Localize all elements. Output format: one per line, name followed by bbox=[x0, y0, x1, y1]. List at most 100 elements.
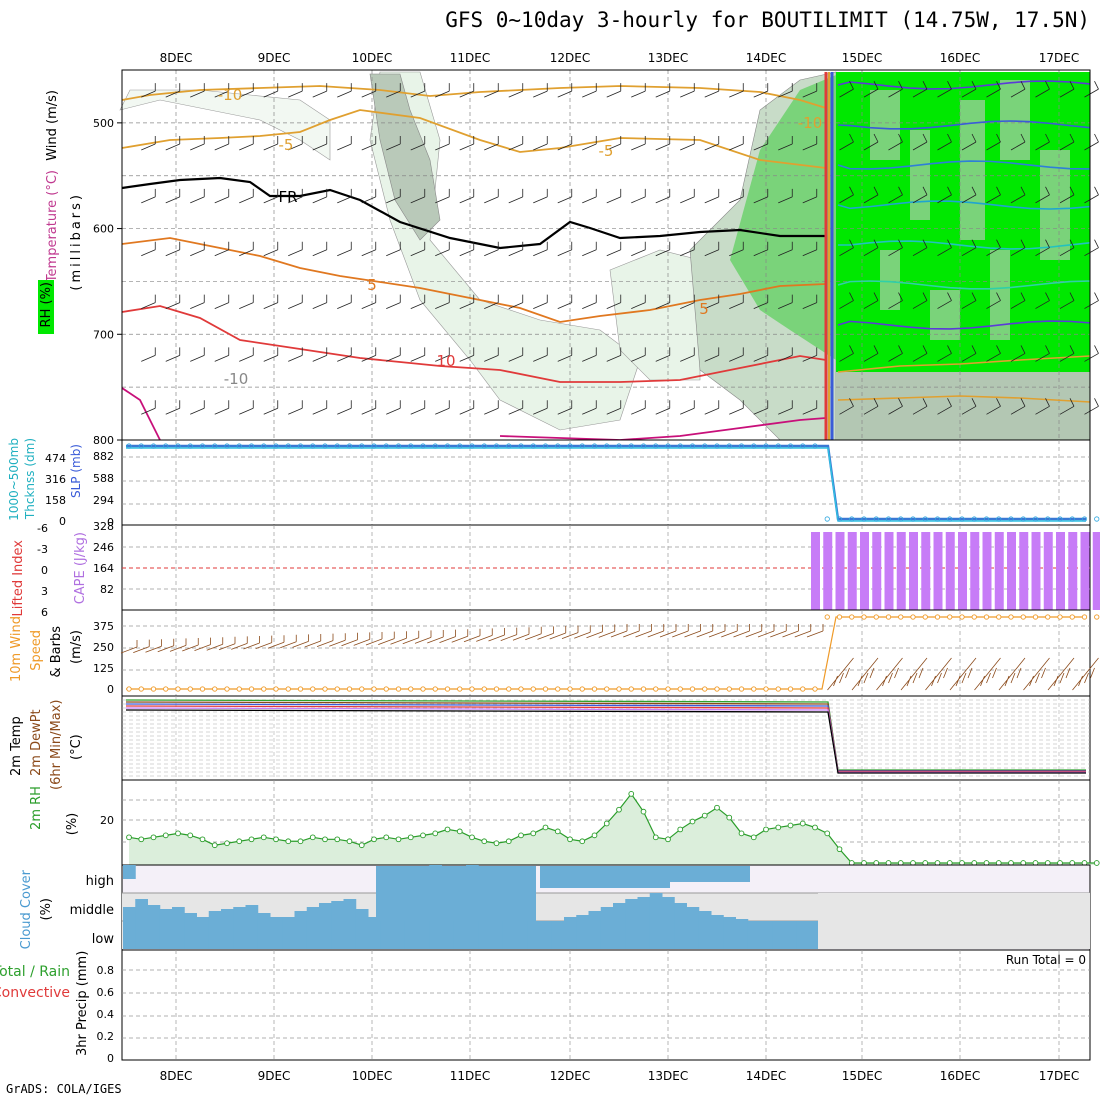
wind-speed-marker-63 bbox=[898, 614, 904, 620]
wind-barb-post-r0-s64 bbox=[912, 80, 928, 98]
wind10m-barb-9 bbox=[231, 636, 248, 650]
rh2m-point-32 bbox=[518, 832, 524, 839]
wind-barb-r6-s25 bbox=[435, 400, 450, 415]
cloud-low-12 bbox=[270, 921, 283, 949]
wind-barb-r5-s5 bbox=[190, 347, 205, 362]
wind10m-barb-24 bbox=[414, 630, 432, 644]
slp-marker-59 bbox=[849, 516, 855, 522]
wind-barb-r0-s5 bbox=[190, 83, 205, 98]
rh2m-point-53 bbox=[775, 824, 782, 831]
wind-barb-r4-s45 bbox=[680, 294, 695, 309]
wind-barb-r1-s13 bbox=[288, 136, 303, 151]
wind10m-barb-2 bbox=[145, 639, 162, 653]
wind-barb-post-r5-s58 bbox=[839, 345, 854, 362]
slp-marker-39 bbox=[604, 443, 610, 449]
wind-barb-post-r6-s64 bbox=[912, 398, 928, 415]
wind-barb-r4-s47 bbox=[704, 294, 720, 309]
cloud-low-46 bbox=[686, 921, 700, 949]
wind-barb-post-r2-s72 bbox=[1010, 186, 1026, 204]
rh2m-point-21 bbox=[383, 834, 390, 841]
cape-bar-65 bbox=[921, 532, 931, 610]
rh-contour-pre-front-moist bbox=[730, 75, 836, 360]
cloud-low-26 bbox=[441, 921, 455, 949]
wind-barb-post-r3-s70 bbox=[986, 239, 1001, 257]
wind-barb-r3-s25 bbox=[435, 241, 450, 257]
wind-barb-r4-s53 bbox=[778, 294, 793, 309]
wind10m-barb-post-72 bbox=[998, 657, 1026, 691]
wind10m-barb-49 bbox=[721, 624, 738, 638]
wind10m-barb-47 bbox=[696, 624, 714, 638]
xtick-top-14DEC: 14DEC bbox=[746, 51, 786, 65]
wind-speed-marker-4 bbox=[175, 686, 181, 692]
wind-barb-post-r6-s58 bbox=[839, 398, 854, 415]
rh2m-point-31 bbox=[505, 838, 512, 845]
cloud-mid-15 bbox=[306, 907, 320, 921]
cloud-mid-18 bbox=[343, 899, 357, 921]
slp-marker-42 bbox=[640, 443, 647, 449]
slp-marker-61 bbox=[873, 516, 879, 522]
wind-speed-marker-7 bbox=[212, 686, 218, 692]
wind-barb-post-r4-s68 bbox=[961, 292, 977, 309]
cloud-mid-38 bbox=[588, 911, 602, 921]
cape-bar-56 bbox=[811, 532, 820, 610]
wind10m-barb-18 bbox=[341, 632, 358, 647]
cape-bar-69 bbox=[970, 532, 980, 610]
wind-barb-r5-s51 bbox=[753, 347, 769, 362]
wind-speed-marker-69 bbox=[971, 614, 977, 620]
ytick-thick-left-158: 158 bbox=[45, 494, 66, 507]
grads-credit: GrADS: COLA/IGES bbox=[6, 1082, 122, 1096]
wind-barb-post-r2-s60 bbox=[863, 186, 879, 204]
isotherm-plus5 bbox=[121, 237, 827, 323]
wind-barb-r4-s17 bbox=[337, 294, 352, 309]
wind-barb-r3-s47 bbox=[704, 241, 720, 257]
wind-barb-post-r5-s74 bbox=[1035, 345, 1050, 362]
cloud-low-0 bbox=[123, 921, 136, 949]
slp-marker-54 bbox=[787, 443, 794, 449]
wind-barb-r6-s33 bbox=[533, 400, 548, 415]
slp-marker-3 bbox=[163, 443, 169, 449]
cloud-mid-2 bbox=[147, 905, 161, 921]
ytick-label-upper-500: 500 bbox=[93, 117, 114, 130]
wind-barb-post-r0-s74 bbox=[1035, 80, 1050, 98]
rh2m-point-35 bbox=[554, 828, 561, 835]
cape-bar-72 bbox=[1007, 532, 1016, 610]
rh2m-point-15 bbox=[309, 834, 316, 841]
wind-barb-r2-s33 bbox=[533, 188, 548, 204]
wind-barb-r6-s9 bbox=[239, 400, 254, 415]
rh2m-point-4 bbox=[175, 830, 181, 837]
ytick-li-3: 3 bbox=[41, 585, 48, 598]
xtick-top-12DEC: 12DEC bbox=[550, 51, 590, 65]
ylabel-cloud-2: (%) bbox=[39, 898, 54, 921]
cloud-mid-39 bbox=[600, 907, 614, 921]
wind-speed-marker-27 bbox=[457, 686, 463, 692]
isotherm-post-4 bbox=[837, 240, 1091, 250]
wind10m-barb-19 bbox=[353, 632, 371, 646]
cloud-post-gray bbox=[818, 893, 1090, 949]
cloud-low-8 bbox=[221, 921, 234, 949]
cloud-low-4 bbox=[172, 921, 185, 949]
wind-barb-r1-s35 bbox=[557, 136, 573, 151]
wind-barb-post-r3-s72 bbox=[1010, 239, 1026, 257]
cloud-mid-48 bbox=[711, 915, 724, 921]
wind-speed-marker-75 bbox=[1045, 614, 1051, 620]
cape-bar-75 bbox=[1043, 532, 1053, 610]
cape-bar-71 bbox=[994, 532, 1004, 610]
cloud-low-27 bbox=[453, 921, 467, 949]
wind-barb-r4-s49 bbox=[729, 294, 744, 309]
wind-barb-post-r1-s74 bbox=[1035, 133, 1050, 151]
wind-barb-post-r4-s66 bbox=[937, 292, 952, 309]
cloud-mid-40 bbox=[613, 903, 626, 921]
rh-contour-gray bbox=[369, 73, 441, 241]
slp-marker-52 bbox=[763, 443, 769, 449]
wind-barb-r5-s37 bbox=[582, 347, 597, 362]
slp-marker-14 bbox=[297, 443, 304, 449]
wind-barb-r5-s31 bbox=[508, 347, 524, 362]
slp-marker-77 bbox=[1069, 516, 1075, 522]
wind-barb-r6-s29 bbox=[484, 400, 499, 415]
wind-barb-r3-s39 bbox=[606, 241, 622, 257]
wind-barb-r5-s1 bbox=[141, 347, 156, 362]
ytick-wind-0: 0 bbox=[107, 683, 114, 696]
cloud-low-40 bbox=[613, 921, 626, 949]
cloud-mid-46 bbox=[686, 907, 700, 921]
wind-speed-marker-2 bbox=[150, 686, 157, 692]
